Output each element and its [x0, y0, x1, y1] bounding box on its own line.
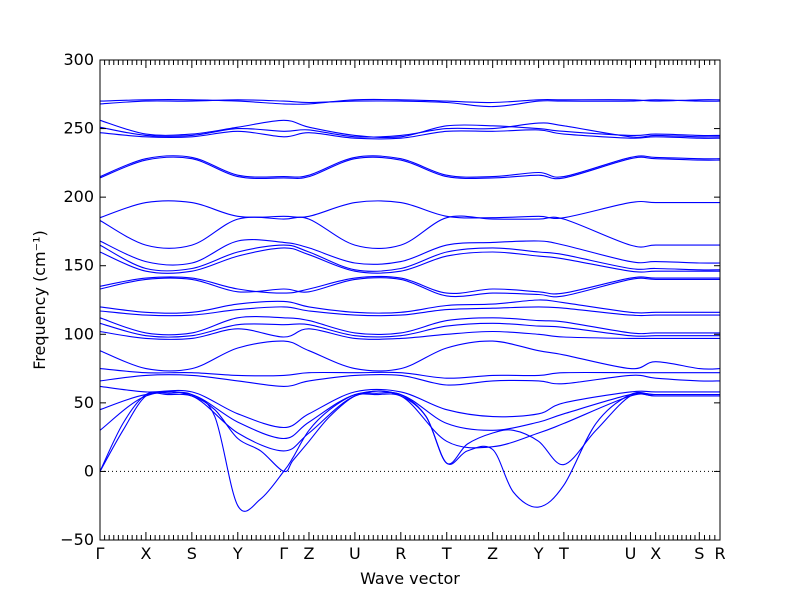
x-axis-label: Wave vector	[360, 569, 460, 588]
x-tick-label: Y	[232, 544, 243, 563]
x-tick-label: X	[650, 544, 661, 563]
y-tick-label: 0	[84, 461, 94, 480]
x-tick-label: T	[441, 544, 452, 563]
band-lines	[99, 98, 721, 512]
band-line-12	[99, 247, 720, 274]
x-tick-label: U	[625, 544, 637, 563]
y-tick-label: 150	[63, 256, 94, 275]
x-tick-label: R	[714, 544, 725, 563]
band-line-2	[99, 99, 721, 108]
band-line-26	[99, 392, 720, 473]
band-line-4	[99, 122, 721, 138]
band-line-1	[99, 98, 721, 105]
band-line-17	[99, 316, 720, 336]
band-line-10	[99, 239, 721, 266]
y-tick-label: −50	[60, 530, 94, 549]
y-tick-label: 100	[63, 324, 94, 343]
x-tick-label: Z	[303, 544, 314, 563]
y-tick-label: 300	[63, 50, 94, 69]
x-tick-label: Y	[533, 544, 544, 563]
band-line-16	[99, 306, 720, 317]
y-tick-label: 50	[74, 393, 94, 412]
band-line-18	[99, 322, 720, 338]
band-line-21	[99, 368, 720, 379]
x-tick-label: U	[349, 544, 361, 563]
y-tick-label: 250	[63, 119, 94, 138]
band-line-22	[99, 373, 721, 387]
x-tick-label: Z	[487, 544, 498, 563]
band-line-13	[99, 275, 720, 295]
y-ticks: −50 0 50 100 150 200 250 300	[60, 50, 720, 549]
band-line-9	[99, 215, 720, 250]
band-line-15	[99, 299, 720, 314]
x-tick-label: T	[558, 544, 569, 563]
y-axis-label: Frequency (cm⁻¹)	[30, 230, 49, 369]
band-line-11	[99, 244, 721, 272]
x-tick-label: S	[187, 544, 197, 563]
x-tick-label: S	[694, 544, 704, 563]
x-tick-label: X	[140, 544, 151, 563]
x-tick-label: R	[395, 544, 406, 563]
band-line-3	[99, 119, 721, 139]
x-tick-label: Γ	[279, 544, 288, 563]
band-line-23	[99, 385, 720, 429]
band-line-14	[99, 277, 720, 298]
plot-frame	[99, 59, 721, 541]
x-tick-label: Γ	[96, 544, 105, 563]
band-line-19	[99, 328, 720, 340]
band-line-27	[99, 391, 720, 512]
band-line-5	[99, 129, 721, 140]
band-line-20	[99, 340, 721, 372]
band-line-7	[99, 156, 721, 180]
y-tick-label: 200	[63, 187, 94, 206]
band-line-8	[99, 200, 720, 220]
band-line-6	[99, 155, 721, 178]
